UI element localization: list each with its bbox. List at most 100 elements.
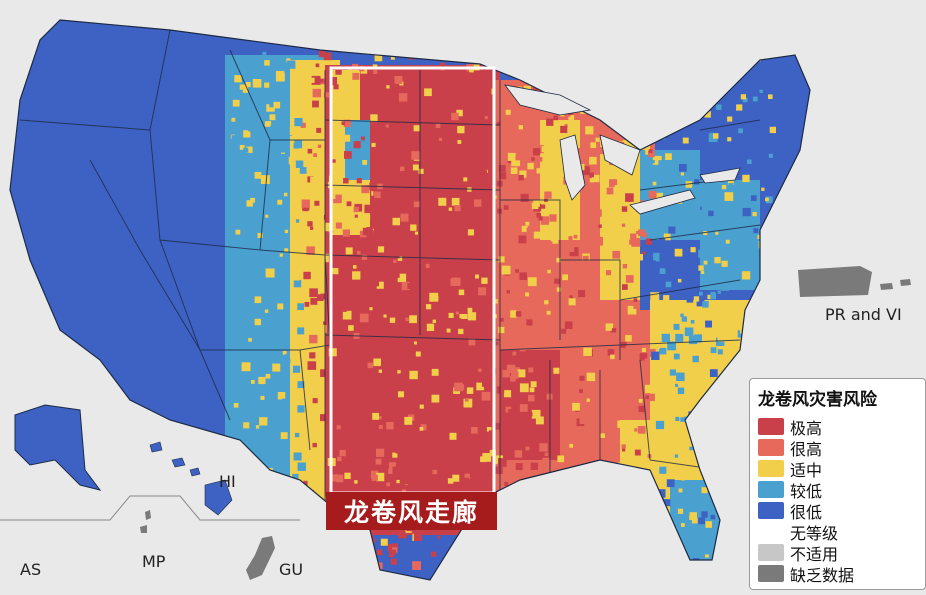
county-cell: [293, 195, 299, 201]
county-cell: [463, 196, 472, 205]
county-cell: [371, 474, 378, 481]
county-cell: [294, 118, 303, 127]
county-cell: [635, 512, 643, 519]
county-cell: [378, 416, 382, 420]
county-cell: [383, 138, 387, 142]
county-cell: [323, 52, 332, 61]
county-cell: [761, 103, 768, 110]
county-cell: [486, 427, 492, 432]
legend-swatch: [758, 544, 784, 561]
county-cell: [565, 558, 569, 562]
county-cell: [244, 386, 250, 393]
county-cell: [724, 66, 733, 75]
county-cell: [655, 525, 662, 532]
county-cell: [318, 509, 325, 517]
county-cell: [237, 117, 243, 123]
county-cell: [530, 469, 535, 474]
county-cell: [276, 555, 281, 559]
county-cell: [606, 187, 614, 195]
county-cell: [301, 199, 310, 208]
county-cell: [300, 409, 309, 418]
county-cell: [288, 156, 297, 165]
county-cell: [312, 442, 317, 448]
county-cell: [407, 108, 413, 114]
county-cell: [261, 453, 271, 463]
county-cell: [309, 288, 318, 297]
county-cell: [274, 524, 284, 533]
county-cell: [264, 60, 270, 66]
county-cell: [453, 162, 460, 170]
county-cell: [621, 444, 626, 449]
county-cell: [377, 246, 385, 253]
county-cell: [721, 566, 725, 571]
county-cell: [356, 178, 362, 184]
county-cell: [553, 367, 560, 374]
county-cell: [420, 163, 425, 168]
county-cell: [579, 375, 585, 381]
county-cell: [389, 289, 396, 296]
legend-label: 较低: [790, 481, 823, 501]
county-cell: [572, 402, 580, 411]
county-cell: [289, 126, 299, 136]
county-cell: [306, 189, 314, 197]
county-cell: [562, 226, 568, 232]
county-cell: [652, 181, 657, 186]
county-cell: [597, 386, 607, 396]
legend-swatch: [758, 460, 784, 477]
county-cell: [736, 500, 741, 505]
county-cell: [309, 77, 315, 83]
county-cell: [427, 267, 431, 271]
county-cell: [281, 445, 289, 452]
county-cell: [538, 299, 545, 306]
county-cell: [468, 355, 474, 361]
county-cell: [705, 420, 712, 428]
territory-label-hi: HI: [219, 472, 236, 491]
county-cell: [262, 435, 269, 442]
county-cell: [412, 562, 416, 567]
county-cell: [274, 252, 280, 258]
county-cell: [381, 111, 390, 119]
county-cell: [451, 197, 460, 206]
county-cell: [533, 231, 541, 239]
county-cell: [667, 341, 676, 351]
county-cell: [713, 133, 719, 139]
county-cell: [447, 129, 454, 135]
county-cell: [450, 272, 459, 281]
county-cell: [364, 204, 373, 214]
county-cell: [637, 93, 645, 102]
county-cell: [254, 296, 262, 304]
county-cell: [478, 368, 482, 372]
county-cell: [294, 140, 303, 149]
county-cell: [378, 425, 383, 429]
county-cell: [648, 57, 656, 65]
county-cell: [672, 563, 681, 571]
county-cell: [312, 398, 318, 404]
county-cell: [529, 387, 535, 393]
county-cell: [511, 202, 518, 209]
county-cell: [459, 145, 464, 149]
county-cell: [669, 369, 676, 376]
county-cell: [752, 212, 757, 217]
county-cell: [535, 416, 544, 425]
county-cell: [573, 84, 579, 90]
county-cell: [233, 463, 241, 471]
county-cell: [243, 422, 250, 429]
county-cell: [600, 433, 605, 438]
county-cell: [346, 201, 352, 207]
county-cell: [611, 328, 617, 333]
county-cell: [460, 420, 467, 427]
county-cell: [363, 306, 369, 312]
county-cell: [668, 226, 676, 234]
county-cell: [234, 498, 243, 507]
county-cell: [282, 350, 287, 355]
county-cell: [532, 303, 537, 308]
county-cell: [517, 540, 526, 549]
county-cell: [335, 474, 344, 483]
county-cell: [449, 432, 457, 440]
county-cell: [458, 305, 468, 314]
county-cell: [693, 334, 702, 343]
county-cell: [312, 88, 322, 98]
county-cell: [252, 79, 262, 88]
county-cell: [299, 167, 307, 174]
county-cell: [409, 370, 418, 380]
